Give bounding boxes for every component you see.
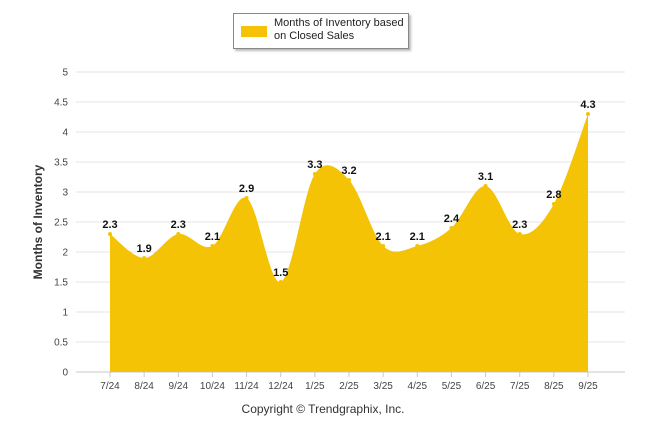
data-label: 2.3 bbox=[171, 219, 186, 231]
data-label: 2.9 bbox=[239, 183, 254, 195]
x-tick-label: 9/25 bbox=[578, 381, 598, 392]
y-tick-label: 0 bbox=[62, 368, 68, 379]
chart-legend: Months of Inventory based on Closed Sale… bbox=[233, 13, 409, 49]
x-tick-label: 3/25 bbox=[373, 381, 393, 392]
y-tick-label: 2.5 bbox=[54, 218, 68, 229]
y-tick-label: 1.5 bbox=[54, 278, 68, 289]
y-axis-title: Months of Inventory bbox=[31, 164, 45, 279]
x-tick-label: 8/24 bbox=[134, 381, 154, 392]
data-point bbox=[142, 256, 147, 260]
data-label: 3.1 bbox=[478, 171, 493, 183]
y-tick-label: 3.5 bbox=[54, 158, 68, 169]
data-point bbox=[108, 232, 112, 236]
data-point bbox=[176, 232, 181, 236]
x-tick-label: 10/24 bbox=[200, 381, 225, 392]
data-label: 2.4 bbox=[444, 213, 460, 225]
data-label: 1.5 bbox=[273, 267, 288, 279]
y-tick-label: 1 bbox=[62, 308, 68, 319]
y-tick-label: 3 bbox=[62, 188, 68, 199]
x-tick-label: 2/25 bbox=[339, 381, 359, 392]
x-tick-label: 11/24 bbox=[234, 381, 259, 392]
data-label: 2.1 bbox=[410, 231, 425, 243]
legend-swatch bbox=[241, 26, 267, 37]
data-label: 3.2 bbox=[341, 165, 356, 177]
data-label: 2.3 bbox=[512, 219, 527, 231]
y-tick-label: 0.5 bbox=[54, 338, 68, 349]
data-point bbox=[381, 244, 386, 248]
legend-label: Months of Inventory based on Closed Sale… bbox=[274, 17, 404, 42]
data-point bbox=[415, 244, 420, 248]
data-point bbox=[586, 112, 590, 116]
copyright-footer: Copyright © Trendgraphix, Inc. bbox=[241, 402, 405, 416]
area-series bbox=[110, 114, 588, 372]
data-label: 2.1 bbox=[375, 231, 390, 243]
y-tick-label: 4 bbox=[62, 128, 68, 139]
data-point bbox=[244, 196, 249, 200]
y-tick-label: 2 bbox=[62, 248, 68, 259]
x-tick-label: 9/24 bbox=[169, 381, 189, 392]
x-tick-label: 6/25 bbox=[476, 381, 496, 392]
x-tick-label: 7/25 bbox=[510, 381, 530, 392]
x-tick-label: 7/24 bbox=[100, 381, 120, 392]
x-tick-label: 5/25 bbox=[442, 381, 462, 392]
data-point bbox=[278, 280, 283, 284]
y-tick-label: 4.5 bbox=[54, 98, 68, 109]
data-point bbox=[483, 184, 488, 188]
x-tick-label: 1/25 bbox=[305, 381, 325, 392]
data-point bbox=[347, 178, 351, 182]
x-tick-label: 8/25 bbox=[544, 381, 564, 392]
data-point bbox=[551, 202, 556, 206]
data-point bbox=[312, 172, 317, 176]
x-tick-label: 4/25 bbox=[408, 381, 428, 392]
data-label: 4.3 bbox=[580, 99, 595, 111]
data-point bbox=[210, 244, 215, 248]
data-label: 3.3 bbox=[307, 159, 322, 171]
data-label: 2.1 bbox=[205, 231, 220, 243]
data-point bbox=[449, 226, 454, 230]
y-tick-label: 5 bbox=[62, 68, 68, 79]
x-tick-label: 12/24 bbox=[268, 381, 293, 392]
area-chart: 0 0.5 1 1.5 2 2.5 3 3.5 4 4.5 5 7/24 8/24 9/24 10/24 11… bbox=[31, 68, 625, 392]
data-label: 2.8 bbox=[546, 189, 561, 201]
data-point bbox=[517, 232, 522, 236]
data-label: 1.9 bbox=[136, 243, 151, 255]
data-label: 2.3 bbox=[102, 219, 117, 231]
